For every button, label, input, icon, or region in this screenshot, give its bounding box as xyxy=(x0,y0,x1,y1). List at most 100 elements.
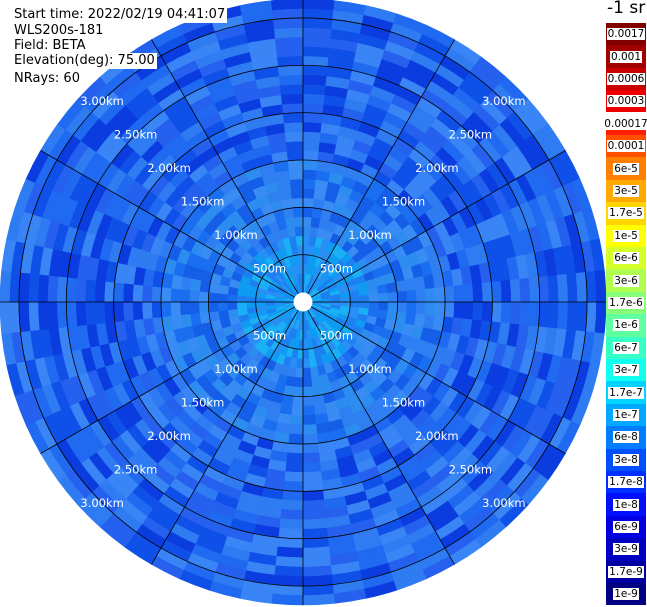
field-label: Field: BETA xyxy=(12,38,88,54)
beta-cell xyxy=(302,593,336,606)
beta-cell xyxy=(566,272,578,303)
range-ring-label: 1.00km xyxy=(214,362,257,376)
beta-cell xyxy=(302,377,313,388)
beta-cell xyxy=(294,367,304,379)
beta-cell xyxy=(594,269,606,303)
beta-cell xyxy=(425,301,436,317)
colorbar-cell: 1.7e-9 xyxy=(606,560,646,583)
range-ring-label: 2.50km xyxy=(114,128,157,142)
colorbar-cell: 6e-7 xyxy=(606,336,646,359)
beta-cell xyxy=(302,348,310,360)
colorbar-tick-label: 3e-6 xyxy=(613,274,639,287)
beta-cell xyxy=(18,271,31,303)
colorbar-tick-label: 1.7e-9 xyxy=(608,565,644,578)
colorbar-cell: 1e-6 xyxy=(606,314,646,337)
range-ring-label: 500m xyxy=(320,262,353,276)
beta-cell xyxy=(292,386,304,397)
beta-cell xyxy=(274,555,304,568)
beta-cell xyxy=(406,301,417,315)
beta-cell xyxy=(302,546,331,558)
beta-cell xyxy=(37,273,50,303)
beta-cell xyxy=(255,301,266,308)
beta-cell xyxy=(270,593,304,606)
beta-cell xyxy=(302,480,324,492)
colorbar-tick-label: 1.7e-6 xyxy=(608,296,644,309)
beta-cell xyxy=(273,27,304,39)
colorbar-tick-label: 0.001 xyxy=(609,50,643,63)
azimuth-spoke xyxy=(307,310,455,565)
beta-cell xyxy=(274,36,304,49)
beta-cell xyxy=(283,121,304,133)
beta-cell xyxy=(302,83,327,96)
beta-cell xyxy=(302,395,315,407)
beta-cell xyxy=(462,283,474,303)
azimuth-spoke xyxy=(307,39,455,294)
colorbar-tick-label: 6e-8 xyxy=(613,431,639,444)
beta-cell xyxy=(103,280,115,303)
beta-cell xyxy=(376,283,389,295)
beta-cell xyxy=(566,301,578,332)
azimuth-spoke xyxy=(40,150,295,298)
beta-cell xyxy=(453,301,465,320)
colorbar-cell: 1e-7 xyxy=(606,403,646,427)
range-ring-label: 2.50km xyxy=(449,462,492,476)
beta-cell xyxy=(330,297,342,303)
beta-cell xyxy=(302,74,328,86)
range-ring-label: 2.00km xyxy=(415,161,458,175)
beta-cell xyxy=(302,461,322,473)
beta-cell xyxy=(291,197,304,209)
range-ring-label: 3.00km xyxy=(482,94,525,108)
beta-cell xyxy=(122,282,134,303)
range-ring-label: 1.00km xyxy=(214,228,257,242)
beta-cell xyxy=(556,301,569,331)
beta-cell xyxy=(189,289,200,303)
beta-cell xyxy=(359,294,370,303)
beta-cell xyxy=(302,518,328,530)
beta-cell xyxy=(434,301,446,318)
beta-cell xyxy=(170,287,181,303)
beta-cell xyxy=(528,301,541,328)
beta-cell xyxy=(170,301,181,317)
range-ring-label: 3.00km xyxy=(80,94,123,108)
colorbar-tick-label: 1e-8 xyxy=(613,498,639,511)
start-time-label: Start time: 2022/02/19 04:41:07 xyxy=(12,7,228,23)
beta-cell xyxy=(286,150,304,162)
beta-cell xyxy=(277,64,304,77)
colorbar-tick-label: 1.7e-7 xyxy=(608,386,644,399)
beta-cell xyxy=(302,140,321,152)
beta-cell xyxy=(18,301,31,333)
beta-cell xyxy=(291,395,304,407)
beta-cell xyxy=(287,159,304,171)
beta-cell xyxy=(141,284,153,303)
beta-cell xyxy=(302,367,312,379)
beta-cell xyxy=(47,274,59,303)
beta-cell xyxy=(132,301,144,321)
beta-cell xyxy=(302,102,325,114)
beta-cell xyxy=(302,216,313,227)
beta-cell xyxy=(295,235,304,246)
beta-cell xyxy=(75,277,87,303)
beta-cell xyxy=(509,278,522,303)
beta-cell xyxy=(293,377,304,388)
beta-cell xyxy=(491,280,503,303)
beta-cell xyxy=(302,178,317,190)
beta-cell xyxy=(279,508,304,521)
colorbar-tick-label: 6e-5 xyxy=(613,162,639,175)
beta-cell xyxy=(245,301,257,309)
beta-cell xyxy=(302,339,309,350)
beta-cell xyxy=(547,301,559,330)
beta-cell xyxy=(236,301,247,310)
beta-cell xyxy=(179,288,191,303)
beta-cell xyxy=(368,293,380,303)
beta-cell xyxy=(302,508,327,521)
range-ring-label: 3.00km xyxy=(482,496,525,510)
beta-cell xyxy=(65,276,78,303)
beta-cell xyxy=(302,433,319,445)
azimuth-spoke xyxy=(40,306,295,454)
beta-cell xyxy=(103,301,115,324)
range-ring-label: 1.50km xyxy=(382,195,425,209)
beta-cell xyxy=(281,102,304,114)
azimuth-spoke xyxy=(311,306,566,454)
beta-cell xyxy=(491,301,503,324)
beta-cell xyxy=(310,375,322,388)
